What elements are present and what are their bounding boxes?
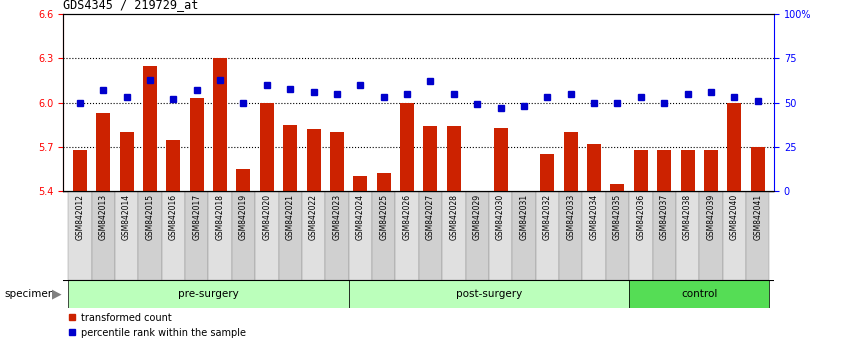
Text: GSM842026: GSM842026 <box>403 194 412 240</box>
Bar <box>143 66 157 191</box>
Text: GSM842031: GSM842031 <box>519 194 529 240</box>
Text: GSM842021: GSM842021 <box>286 194 294 240</box>
Bar <box>489 191 513 280</box>
Bar <box>278 191 302 280</box>
Bar <box>69 191 91 280</box>
Text: control: control <box>681 289 717 299</box>
Bar <box>657 150 671 191</box>
Bar <box>634 150 648 191</box>
Text: GSM842019: GSM842019 <box>239 194 248 240</box>
Bar <box>424 126 437 191</box>
Bar <box>73 150 87 191</box>
Text: GSM842039: GSM842039 <box>706 194 716 240</box>
Text: GSM842037: GSM842037 <box>660 194 668 240</box>
Bar <box>728 103 741 191</box>
Text: GSM842029: GSM842029 <box>473 194 481 240</box>
Text: GSM842032: GSM842032 <box>543 194 552 240</box>
Bar <box>325 191 349 280</box>
Bar <box>465 191 489 280</box>
Text: GSM842018: GSM842018 <box>216 194 224 240</box>
Text: GSM842013: GSM842013 <box>99 194 107 240</box>
Text: GSM842014: GSM842014 <box>122 194 131 240</box>
Bar <box>376 173 391 191</box>
Bar <box>629 191 652 280</box>
Text: ▶: ▶ <box>52 287 62 300</box>
Bar <box>96 113 110 191</box>
Legend: transformed count, percentile rank within the sample: transformed count, percentile rank withi… <box>69 313 246 338</box>
Bar <box>746 191 769 280</box>
Bar <box>236 169 250 191</box>
Text: GSM842034: GSM842034 <box>590 194 599 240</box>
Text: GSM842024: GSM842024 <box>356 194 365 240</box>
Bar <box>349 280 629 308</box>
Text: GDS4345 / 219729_at: GDS4345 / 219729_at <box>63 0 199 11</box>
Bar <box>167 139 180 191</box>
Bar <box>330 132 344 191</box>
Bar <box>513 191 536 280</box>
Bar <box>69 280 349 308</box>
Bar <box>652 191 676 280</box>
Text: GSM842016: GSM842016 <box>169 194 178 240</box>
Bar <box>442 191 465 280</box>
Bar <box>372 191 395 280</box>
Bar <box>255 191 278 280</box>
Bar <box>722 191 746 280</box>
Bar <box>419 191 442 280</box>
Bar <box>138 191 162 280</box>
Text: GSM842027: GSM842027 <box>426 194 435 240</box>
Bar <box>704 150 718 191</box>
Bar <box>680 150 695 191</box>
Bar <box>306 129 321 191</box>
Text: GSM842028: GSM842028 <box>449 194 459 240</box>
Bar <box>536 191 559 280</box>
Bar <box>587 144 602 191</box>
Text: GSM842017: GSM842017 <box>192 194 201 240</box>
Text: GSM842041: GSM842041 <box>753 194 762 240</box>
Text: GSM842015: GSM842015 <box>146 194 155 240</box>
Bar <box>115 191 138 280</box>
Text: GSM842030: GSM842030 <box>496 194 505 240</box>
Bar <box>541 154 554 191</box>
Bar <box>563 132 578 191</box>
Bar <box>611 184 624 191</box>
Text: GSM842022: GSM842022 <box>309 194 318 240</box>
Bar <box>185 191 208 280</box>
Text: GSM842033: GSM842033 <box>566 194 575 240</box>
Bar <box>559 191 582 280</box>
Bar <box>700 191 722 280</box>
Bar <box>162 191 185 280</box>
Bar <box>302 191 325 280</box>
Bar <box>493 128 508 191</box>
Text: pre-surgery: pre-surgery <box>178 289 239 299</box>
Bar <box>582 191 606 280</box>
Bar <box>208 191 232 280</box>
Text: GSM842025: GSM842025 <box>379 194 388 240</box>
Bar <box>606 191 629 280</box>
Bar <box>400 103 414 191</box>
Bar <box>260 103 274 191</box>
Bar <box>447 126 461 191</box>
Bar <box>750 147 765 191</box>
Bar <box>190 98 204 191</box>
Bar <box>119 132 134 191</box>
Text: post-surgery: post-surgery <box>456 289 522 299</box>
Text: GSM842040: GSM842040 <box>730 194 739 240</box>
Bar <box>676 191 700 280</box>
Text: GSM842038: GSM842038 <box>683 194 692 240</box>
Text: GSM842012: GSM842012 <box>75 194 85 240</box>
Text: specimen: specimen <box>4 289 55 299</box>
Bar <box>349 191 372 280</box>
Bar <box>283 125 297 191</box>
Text: GSM842023: GSM842023 <box>332 194 342 240</box>
Text: GSM842020: GSM842020 <box>262 194 272 240</box>
Bar <box>91 191 115 280</box>
Bar <box>232 191 255 280</box>
Text: GSM842036: GSM842036 <box>636 194 645 240</box>
Bar <box>213 58 227 191</box>
Bar <box>395 191 419 280</box>
Text: GSM842035: GSM842035 <box>613 194 622 240</box>
Bar <box>354 176 367 191</box>
Bar <box>629 280 769 308</box>
